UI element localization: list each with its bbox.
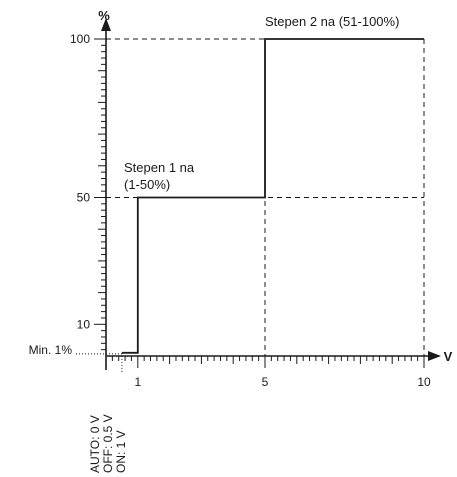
reference-lines (76, 38, 425, 372)
mode-label: ON: 1 V (114, 430, 128, 473)
step1-annotation: Stepen 1 na (124, 160, 195, 175)
y-tick-label: 100 (70, 32, 90, 46)
series-layer (121, 38, 424, 354)
mode-label: AUTO: 0 V (88, 415, 102, 473)
step2-annotation: Stepen 2 na (51-100%) (265, 14, 399, 29)
mode-label: OFF: 0.5 V (101, 414, 115, 473)
step-line (121, 38, 424, 354)
min-label: Min. 1% (29, 343, 73, 357)
y-axis-title: % (98, 8, 110, 23)
y-tick-label: 50 (77, 191, 91, 205)
tick-marks (94, 38, 425, 368)
y-axis-arrow (101, 18, 111, 31)
step1-annotation: (1-50%) (124, 177, 170, 192)
x-tick-label: 5 (262, 375, 269, 389)
labels-layer: 10 50 100 1 5 10% V Min. 1% Stepen 1 na (1-50%) St… (29, 8, 453, 473)
x-tick-label: 10 (417, 375, 431, 389)
x-axis-arrow (428, 351, 441, 361)
axes (101, 18, 441, 370)
x-tick-label: 1 (134, 375, 141, 389)
y-tick-label: 10 (77, 317, 91, 331)
x-axis-title: V (444, 349, 453, 364)
